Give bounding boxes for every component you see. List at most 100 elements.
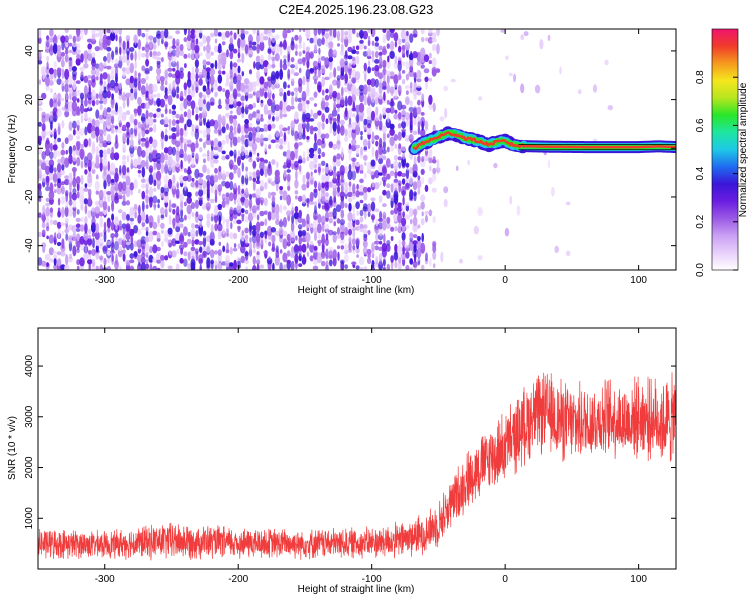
spectrogram-cell (243, 242, 250, 248)
spectrogram-cell (190, 142, 196, 153)
spectrogram-cell (408, 70, 415, 78)
spectrogram-cell (115, 253, 118, 265)
spectrogram-cell (420, 242, 426, 254)
spectrogram-x-tick-label: 0 (502, 275, 508, 286)
spectrogram-cell (313, 154, 318, 165)
spectrogram-cell (205, 43, 211, 54)
spectrogram-cell (214, 260, 218, 266)
spectrogram-cell (228, 103, 234, 109)
spectrogram-cell (425, 79, 428, 90)
spectrogram-cell (71, 224, 78, 234)
spectrogram-noise-field (38, 29, 614, 270)
spectrogram-cell (271, 195, 276, 203)
spectrogram-cell (121, 239, 127, 249)
spectrogram-cell (133, 34, 139, 44)
spectrogram-cell (367, 187, 372, 193)
spectrogram-cell (321, 260, 326, 267)
spectrogram-cell (302, 56, 306, 63)
spectrogram-cell (45, 113, 50, 121)
spectrogram-cell (232, 62, 238, 68)
spectrogram-cell (367, 92, 371, 99)
spectrogram-cell (156, 93, 161, 98)
spectrogram-cell (332, 79, 338, 86)
spectrogram-cell (61, 40, 65, 51)
spectrogram-cell (270, 71, 276, 81)
spectrogram-cell (339, 191, 345, 199)
spectrogram-cell (325, 223, 329, 230)
spectrogram-cell (171, 182, 177, 190)
spectrogram-cell (421, 177, 425, 185)
spectrogram-cell (160, 214, 165, 219)
spectrogram-cell (118, 246, 122, 252)
spectrogram-cell (49, 171, 54, 181)
spectrogram-cell (272, 262, 275, 270)
spectrogram-cell (382, 106, 387, 116)
spectrogram-cell (148, 196, 153, 203)
spectrogram-cell (393, 207, 399, 215)
spectrogram-cell (213, 159, 219, 164)
spectrogram-cell (99, 216, 103, 228)
spectrogram-cell (167, 239, 173, 246)
spectrogram-cell (195, 139, 199, 148)
spectrogram-cell (272, 93, 275, 100)
spectrogram-cell (210, 149, 214, 160)
spectrogram-cell (285, 149, 292, 160)
spectrogram-cell (370, 201, 376, 212)
spectrogram-cell (225, 192, 230, 197)
spectrogram-cell (133, 251, 138, 258)
spectrogram-cell (267, 98, 273, 107)
spectrogram-cell (413, 117, 417, 126)
spectrogram-cell (393, 154, 398, 161)
spectrogram-cell (352, 212, 356, 222)
spectrogram-cell (171, 127, 177, 132)
spectrogram-cell (87, 237, 93, 246)
spectrogram-cell (240, 255, 246, 264)
spectrogram-cell (72, 80, 77, 91)
spectrogram-cell (420, 168, 425, 175)
spectrogram-cell (356, 112, 360, 124)
spectrogram-cell (164, 163, 169, 175)
spectrogram-cell (214, 194, 218, 204)
spectrogram-cell (287, 84, 291, 89)
spectrogram-cell (38, 231, 42, 238)
spectrogram-cell (80, 203, 84, 211)
spectrogram-cell (367, 139, 371, 147)
spectrogram-cell (98, 114, 104, 120)
spectrogram-cell (416, 69, 422, 80)
spectrogram-cell (106, 113, 112, 120)
spectrogram-cell (129, 242, 134, 251)
spectrogram-cell (297, 102, 303, 112)
spectrogram-cell (98, 129, 104, 136)
spectrogram-cell (229, 262, 234, 267)
spectrogram-cell (38, 168, 42, 180)
spectrogram-cell (186, 238, 192, 245)
spectrogram-cell (405, 168, 410, 179)
spectrogram-cell (336, 160, 341, 167)
spectrogram-cell (91, 29, 96, 35)
spectrogram-cell (232, 119, 238, 127)
spectrogram-cell (279, 138, 284, 146)
spectrogram-cell (355, 190, 360, 198)
spectrogram-cell (325, 163, 329, 168)
spectrogram-cell (206, 179, 210, 189)
spectrogram-cell (477, 173, 483, 178)
spectrogram-cell (252, 160, 257, 169)
spectrogram-cell (405, 204, 410, 212)
spectrogram-cell (244, 44, 249, 55)
spectrogram-cell (137, 105, 142, 116)
spectrogram-cell (402, 196, 405, 206)
spectrogram-cell (336, 97, 341, 105)
spectrogram-cell (374, 51, 379, 58)
spectrogram-cell (52, 172, 58, 183)
spectrogram-cell (279, 203, 283, 214)
spectrogram-cell (279, 131, 283, 138)
spectrogram-cell (363, 233, 368, 238)
spectrogram-cell (64, 68, 70, 80)
spectrogram-cell (83, 138, 89, 148)
spectrogram-cell (340, 29, 344, 40)
spectrogram-cell (102, 34, 108, 46)
spectrogram-cell (263, 197, 268, 207)
spectrogram-cell (109, 79, 116, 89)
spectrogram-cell (294, 34, 299, 41)
spectrogram-cell (64, 35, 69, 43)
